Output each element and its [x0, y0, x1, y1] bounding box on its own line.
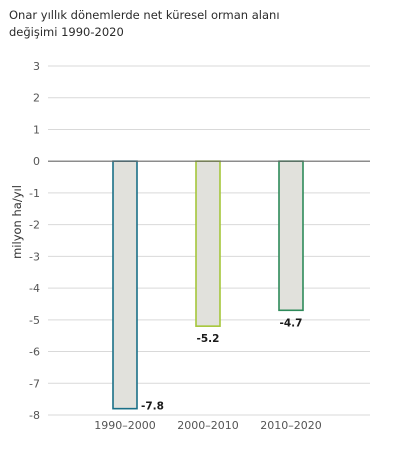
bars	[112, 160, 304, 410]
y-tick-label: 3	[33, 60, 40, 73]
data-labels: -7.8 -5.2 -4.7	[141, 317, 302, 412]
bar-2000–2010	[195, 160, 221, 327]
data-label: -4.7	[280, 317, 303, 329]
x-tick-labels: 1990–2000 2000–2010 2010–2020	[94, 419, 322, 432]
y-tick-label: -2	[29, 219, 40, 232]
y-tick-label: -5	[29, 314, 40, 327]
y-tick-label: 1	[33, 123, 40, 136]
y-tick-labels: 3 2 1 0 -1 -2 -3 -4 -5 -6 -7 -8	[29, 60, 40, 422]
y-tick-label: 2	[33, 92, 40, 105]
data-label: -7.8	[141, 401, 164, 413]
gridlines	[48, 65, 370, 416]
data-label: -5.2	[197, 333, 220, 345]
bar-2010–2020	[278, 160, 304, 312]
y-tick-label: -7	[29, 377, 40, 390]
bar-1990–2000	[112, 160, 138, 410]
x-tick-label: 2010–2020	[260, 419, 322, 432]
y-tick-label: -4	[29, 282, 40, 295]
y-axis-label: milyon ha/yıl	[10, 185, 24, 259]
y-tick-label: -8	[29, 409, 40, 422]
y-tick-label: 0	[33, 155, 40, 168]
x-tick-label: 2000–2010	[177, 419, 239, 432]
x-tick-label: 1990–2000	[94, 419, 156, 432]
chart-title: Onar yıllık dönemlerde net küresel orman…	[9, 8, 280, 39]
y-tick-label: -3	[29, 250, 40, 263]
y-tick-label: -6	[29, 346, 40, 359]
y-tick-label: -1	[29, 187, 40, 200]
